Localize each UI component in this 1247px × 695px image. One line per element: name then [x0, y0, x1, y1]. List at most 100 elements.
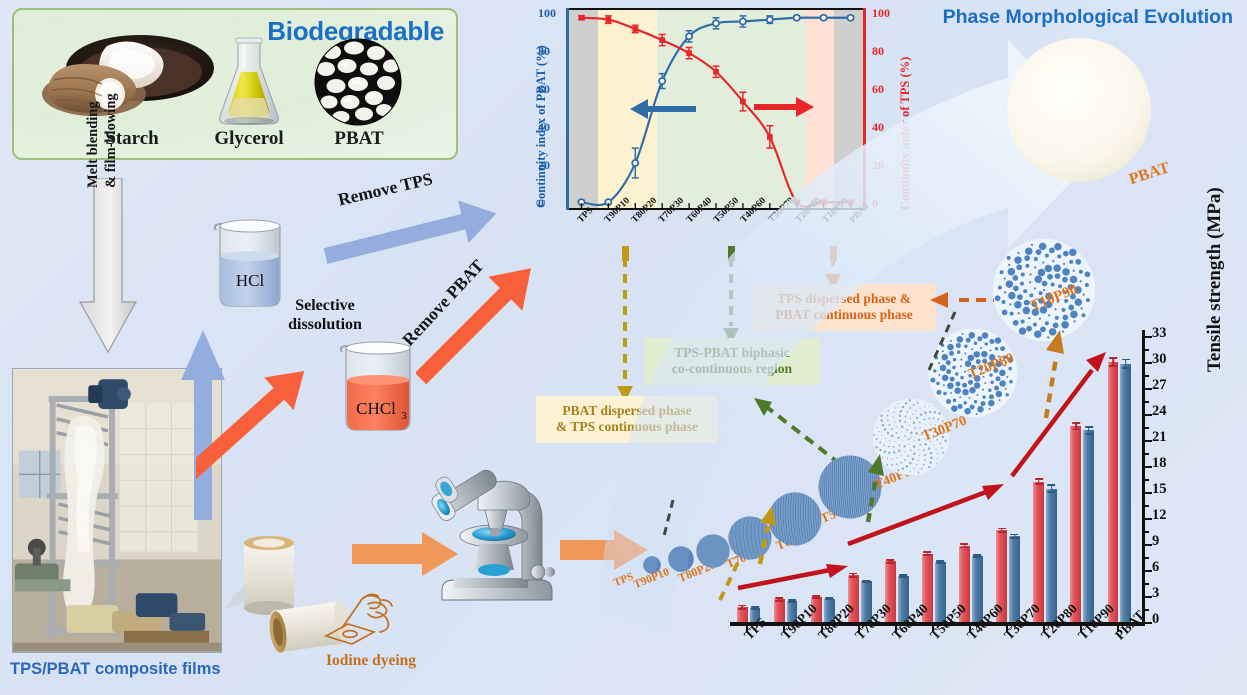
error-bar — [1121, 358, 1130, 369]
bar-td — [972, 554, 983, 622]
bar-chart-ytick: 6 — [1152, 559, 1160, 575]
morphology-circle-t10p90 — [992, 238, 1096, 342]
bar-td — [1046, 484, 1058, 622]
bar-md — [736, 604, 748, 622]
line-chart-left-axis — [566, 8, 569, 210]
bar-chart-tickmark — [1145, 440, 1152, 442]
bar-chart-ytick: 27 — [1152, 377, 1167, 393]
error-bar — [1047, 484, 1056, 493]
selective-line1: Selective — [295, 297, 355, 314]
line-chart-ytick-right: 100 — [872, 6, 890, 20]
bar-chart-tickmark — [1145, 544, 1152, 546]
bar-md — [922, 550, 933, 622]
ingredient-label-starch: Starch — [105, 128, 159, 149]
bar-chart-tickmark — [1145, 492, 1152, 494]
ingredient-label-glycerol: Glycerol — [214, 128, 284, 149]
error-cap — [738, 608, 747, 610]
bar-chart-x-tickmark — [1080, 626, 1083, 632]
bar-group — [1033, 478, 1058, 622]
glycerol-flask-photo — [219, 37, 279, 125]
bar-chart-minor-tick — [1145, 401, 1149, 403]
hcl-beaker-text: HCl — [236, 271, 265, 290]
film-caption: TPS/PBAT composite films — [10, 660, 221, 678]
error-bar — [1109, 356, 1118, 368]
film-rolls-image — [226, 536, 350, 653]
bar-chart-x-tickmark — [968, 626, 971, 632]
error-bar — [960, 543, 969, 549]
error-cap — [973, 554, 982, 557]
line-chart-right-axis — [863, 8, 866, 210]
error-bar — [812, 595, 821, 599]
dashed-arrow-yellow — [617, 258, 633, 402]
red-diagonal-arrow-remove-pbat — [416, 268, 531, 385]
error-cap — [1121, 367, 1130, 369]
bar-chart-minor-tick — [1145, 453, 1149, 455]
bar-chart-x-tickmark — [1005, 626, 1008, 632]
morphology-circle-t90p10 — [643, 556, 661, 574]
bar-chart-tickmark — [1145, 596, 1152, 598]
red-diagonal-arrow-chcl3 — [196, 371, 305, 485]
error-cap — [825, 596, 834, 599]
bar-group — [1107, 356, 1132, 622]
bar-td — [1083, 426, 1095, 622]
bar-chart-minor-tick — [1145, 505, 1149, 507]
bar-chart-ytick: 30 — [1152, 351, 1167, 367]
bar-group — [773, 596, 798, 622]
error-bar — [788, 599, 797, 603]
error-cap — [788, 599, 797, 602]
bar-chart-minor-tick — [1145, 375, 1149, 377]
bar-chart-ytick: 3 — [1152, 585, 1160, 601]
error-cap — [825, 598, 834, 601]
error-cap — [923, 554, 932, 557]
bar-chart-ytick: 0 — [1152, 611, 1160, 627]
bar-chart-x-tickmark — [1117, 626, 1120, 632]
line-chart-ytick-left: 40 — [538, 120, 550, 134]
error-bar — [936, 560, 945, 564]
bar-chart-tickmark — [1145, 388, 1152, 390]
bar-chart-x-tickmark — [931, 626, 934, 632]
microscope-icon — [431, 469, 555, 601]
error-cap — [1071, 421, 1080, 424]
bar-md — [1070, 421, 1082, 622]
bar-chart-minor-tick — [1145, 557, 1149, 559]
error-bar — [849, 572, 858, 578]
line-chart-ytick-right: 60 — [872, 82, 884, 96]
error-cap — [973, 556, 982, 558]
marker-green — [728, 246, 735, 261]
error-cap — [1034, 483, 1043, 486]
bar-group — [922, 550, 946, 622]
trend-arrow-mid — [847, 484, 1004, 547]
bar-chart-y-axis — [1142, 330, 1145, 626]
bar-chart-ytick: 33 — [1152, 325, 1167, 341]
bar-group — [959, 543, 983, 622]
error-cap — [1034, 478, 1043, 480]
bar-td — [749, 606, 761, 622]
bar-group — [736, 604, 761, 622]
error-bar — [1010, 533, 1019, 539]
bar-md — [773, 596, 785, 622]
chcl3-beaker: CHCl 3 — [339, 341, 411, 431]
error-cap — [812, 596, 821, 599]
bar-md — [996, 527, 1008, 622]
bar-td — [1120, 358, 1132, 622]
error-cap — [750, 608, 759, 610]
error-bar — [738, 604, 747, 610]
line-chart-ytick-left: 80 — [538, 44, 550, 58]
error-cap — [899, 574, 908, 577]
error-cap — [899, 576, 908, 578]
hcl-beaker: HCl — [213, 219, 281, 307]
error-cap — [750, 606, 759, 609]
bar-td — [897, 574, 909, 622]
bar-chart-tickmark — [1145, 622, 1152, 624]
error-cap — [1047, 491, 1056, 493]
error-cap — [923, 550, 932, 553]
film-blowing-machine-photo — [12, 368, 222, 653]
error-cap — [862, 581, 871, 583]
chcl3-beaker-text: CHCl — [356, 399, 396, 418]
bar-td — [786, 599, 798, 622]
error-cap — [997, 527, 1006, 530]
bar-chart-x-tickmark — [820, 626, 823, 632]
line-chart-ytick-right: 40 — [872, 120, 884, 134]
error-bar — [775, 596, 784, 603]
phase-evolution-big-arrow — [598, 40, 1108, 628]
